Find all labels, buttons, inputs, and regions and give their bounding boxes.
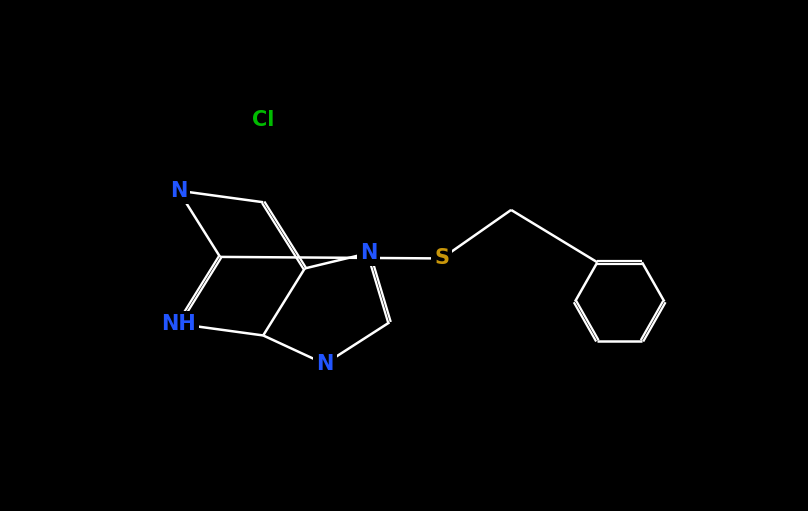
Text: N: N — [316, 354, 334, 374]
Text: Cl: Cl — [252, 110, 275, 130]
Text: S: S — [435, 248, 449, 268]
Text: N: N — [360, 243, 377, 263]
Text: NH: NH — [161, 314, 196, 334]
Text: N: N — [170, 181, 187, 201]
